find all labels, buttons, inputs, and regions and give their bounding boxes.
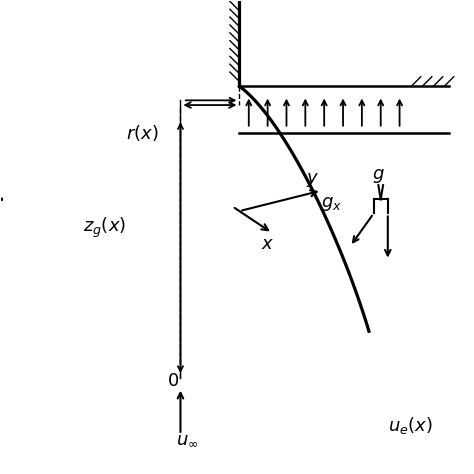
Text: $g_x$: $g_x$ <box>321 195 342 213</box>
Text: $u_e(x)$: $u_e(x)$ <box>388 415 433 436</box>
Text: $0$: $0$ <box>167 372 180 390</box>
Text: $g$: $g$ <box>372 167 385 185</box>
Text: $u_\infty$: $u_\infty$ <box>176 430 199 448</box>
Text: $x$: $x$ <box>261 235 274 253</box>
Text: $z_g(x)$: $z_g(x)$ <box>83 216 127 240</box>
Text: $r(x)$: $r(x)$ <box>127 123 159 143</box>
Text: $y$: $y$ <box>306 172 319 190</box>
